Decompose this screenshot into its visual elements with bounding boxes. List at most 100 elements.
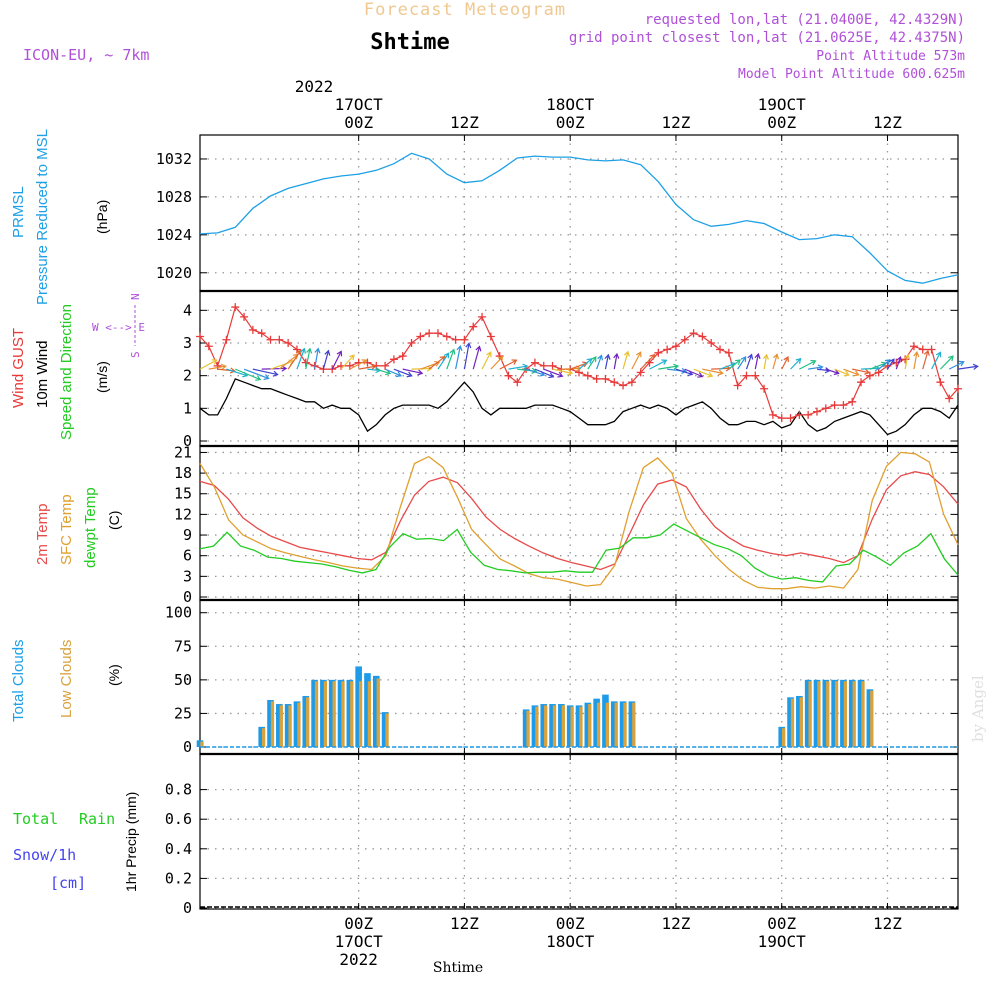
wind-arrow <box>931 352 941 370</box>
wind-arrow <box>658 365 679 370</box>
ytick-label: 21 <box>174 443 192 461</box>
wind-arrow-head <box>591 356 597 363</box>
wind-arrow <box>543 368 563 377</box>
gust-marker <box>821 404 830 413</box>
wind-arrow <box>278 354 299 370</box>
wind-arrow <box>631 351 642 370</box>
total-cloud-bar <box>337 679 345 747</box>
wind-arrow <box>808 366 823 370</box>
low-cloud-bar <box>817 681 821 747</box>
total-cloud-bar <box>381 712 389 747</box>
total-cloud-bar <box>857 679 865 747</box>
wind-arrow <box>534 368 554 378</box>
wind-arrow <box>816 368 830 372</box>
gust-marker <box>786 414 795 423</box>
wind-arrow <box>763 354 768 370</box>
gust-marker <box>724 348 733 357</box>
gust-marker <box>398 352 407 361</box>
pressure-line <box>199 152 959 284</box>
wind-arrow <box>728 359 741 370</box>
wind-arrow <box>772 354 778 370</box>
wind-label-2: 10m Wind <box>34 340 51 408</box>
low-cloud-bar <box>570 706 574 747</box>
wind-arrow-head <box>923 349 930 356</box>
gust-marker <box>636 368 645 377</box>
low-cloud-bar <box>579 706 583 747</box>
wind-arrow-head <box>449 348 456 355</box>
gust-marker <box>601 374 610 383</box>
wind-arrow-head <box>497 355 504 362</box>
gust-marker <box>751 371 760 380</box>
gust-marker <box>583 371 592 380</box>
total-cloud-bar <box>372 675 380 747</box>
wind-arrow-head <box>762 353 769 360</box>
total-cloud-bar <box>584 702 592 747</box>
ytick-label: 9 <box>183 526 192 544</box>
gust-marker <box>901 355 910 364</box>
wind-arrow-head <box>889 358 895 365</box>
point-altitude: Point Altitude 573m <box>816 49 965 64</box>
wind-arrow-head <box>434 360 441 367</box>
gust-marker <box>689 329 698 338</box>
gust-marker <box>795 410 804 419</box>
wind-arrow <box>199 359 217 370</box>
top-hour-label: 12Z <box>450 113 479 132</box>
top-hour-label: 00Z <box>344 113 373 132</box>
wind-arrow <box>702 368 723 374</box>
gust-marker <box>442 332 451 341</box>
wind-arrow-head <box>443 352 450 359</box>
ytick-label: 75 <box>174 637 192 655</box>
gust-marker <box>389 355 398 364</box>
low-cloud-bar <box>861 681 865 747</box>
wind-arrow <box>472 346 481 370</box>
wind-arrow-head <box>604 353 611 360</box>
wind-arrow <box>948 361 964 370</box>
wind-arrow <box>922 350 929 370</box>
wind-arrow <box>367 368 381 372</box>
gust-marker <box>874 368 883 377</box>
gust-marker <box>213 361 222 370</box>
top-hour-label: 00Z <box>556 113 585 132</box>
gust-marker <box>257 329 266 338</box>
gust-marker <box>451 335 460 344</box>
precip-label-total: Total <box>13 810 58 828</box>
wind-arrow <box>261 367 287 370</box>
total-cloud-bar <box>267 700 274 747</box>
wind-arrow <box>481 351 492 370</box>
low-cloud-bar <box>323 681 327 747</box>
low-cloud-bar <box>782 728 786 747</box>
gust-marker <box>610 378 619 387</box>
location-title: Shtime <box>370 30 449 55</box>
gust-marker <box>733 381 742 390</box>
total-cloud-bar <box>787 697 794 747</box>
wind-arrow <box>437 352 450 370</box>
wind-arrow <box>913 352 918 370</box>
panel-0: 1020 1024 1028 1032 <box>156 134 959 292</box>
low-cloud-bar <box>834 681 839 747</box>
ytick-label: 0.2 <box>165 869 192 887</box>
total-cloud-bar <box>276 704 283 747</box>
total-cloud-bar <box>840 679 847 747</box>
wind-arrow <box>499 359 517 370</box>
bottom-axis-label: 12Z <box>450 914 479 933</box>
wind-arrow-head <box>531 367 538 374</box>
precip-label-snow: Snow/1h <box>13 846 76 864</box>
wind-arrow-head <box>681 367 688 375</box>
wind-arrow-head <box>913 351 920 358</box>
wind-arrow-head <box>795 357 802 364</box>
wind-arrow-head <box>349 354 355 361</box>
plot-panels: 1020102410281032012340369121518210255075… <box>156 134 979 917</box>
wind-arrow <box>287 350 302 370</box>
wind-arrow-head <box>417 369 424 376</box>
wind-label-1: Wind GUST <box>10 328 27 408</box>
low-cloud-bar <box>596 702 601 747</box>
gust-marker <box>275 335 284 344</box>
low-cloud-bar <box>605 702 610 747</box>
total-cloud-bar <box>778 726 786 747</box>
low-cloud-bar <box>358 681 363 747</box>
wind-arrow-head <box>296 349 302 356</box>
gust-marker <box>381 361 390 370</box>
gust-marker <box>768 410 777 419</box>
total-cloud-bar <box>848 679 856 747</box>
wind-arrow <box>393 368 412 377</box>
